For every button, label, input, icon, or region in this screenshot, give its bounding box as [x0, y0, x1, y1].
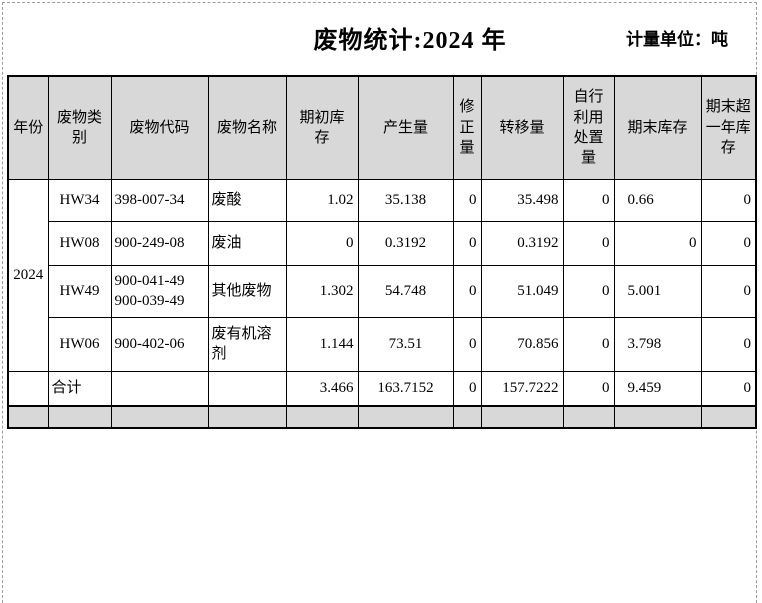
empty-cell: [700, 404, 757, 428]
header-begin-stock[interactable]: 期初库 存: [285, 75, 359, 180]
cell-name[interactable]: 废油: [207, 220, 287, 266]
cell-end-stock[interactable]: 3.798: [613, 316, 702, 372]
empty-cell: [452, 404, 482, 428]
empty-cell: [357, 404, 454, 428]
cell-end-stock[interactable]: 5.001: [613, 264, 702, 318]
cell-name[interactable]: 废有机溶 剂: [207, 316, 287, 372]
cell-self-disposal[interactable]: 0: [562, 370, 615, 406]
table-row: HW06 900-402-06 废有机溶 剂 1.144 73.51 0 70.…: [8, 316, 757, 372]
cell-code[interactable]: 900-249-08: [110, 220, 209, 266]
table-row: 2024 HW34 398-007-34 废酸 1.02 35.138 0 35…: [7, 178, 757, 372]
cell-year[interactable]: 2024: [7, 178, 49, 372]
cell-corrected[interactable]: 0: [452, 370, 482, 406]
header-corrected[interactable]: 修 正 量: [452, 75, 482, 180]
cell-produced[interactable]: 0.3192: [357, 220, 454, 266]
empty-cell: [613, 404, 702, 428]
empty-cell: [207, 404, 287, 428]
cell-self-disposal[interactable]: 0: [562, 220, 615, 266]
cell-category[interactable]: HW06: [47, 316, 112, 372]
waste-statistics-table: 年份 废物类 别 废物代码 废物名称 期初库 存 产生量 修 正 量 转移量 自…: [7, 75, 757, 429]
cell-produced[interactable]: 73.51: [357, 316, 454, 372]
table-row: HW08 900-249-08 废油 0 0.3192 0 0.3192 0 0…: [8, 220, 757, 266]
cell-produced[interactable]: 163.7152: [357, 370, 454, 406]
cell-transferred[interactable]: 0.3192: [480, 220, 564, 266]
header-self-disposal[interactable]: 自行 利用 处置 量: [562, 75, 615, 180]
cell-self-disposal[interactable]: 0: [562, 264, 615, 318]
cell-self-disposal[interactable]: 0: [562, 178, 615, 222]
cell-produced[interactable]: 35.138: [357, 178, 454, 222]
empty-cell: [7, 404, 49, 428]
cell-begin-stock[interactable]: 0: [285, 220, 359, 266]
cell-transferred[interactable]: 35.498: [480, 178, 564, 222]
clipped-gray-row: [7, 404, 757, 428]
header-over-year-stock[interactable]: 期末超 一年库 存: [700, 75, 757, 180]
cell-code[interactable]: [110, 370, 209, 406]
cell-end-stock[interactable]: 9.459: [613, 370, 702, 406]
cell-category[interactable]: HW49: [47, 264, 112, 318]
cell-over-year-stock[interactable]: 0: [700, 178, 757, 222]
header-produced[interactable]: 产生量: [357, 75, 454, 180]
header-row: 年份 废物类 别 废物代码 废物名称 期初库 存 产生量 修 正 量 转移量 自…: [7, 75, 757, 180]
empty-cell: [562, 404, 615, 428]
header-waste-name[interactable]: 废物名称: [207, 75, 287, 180]
cell-corrected[interactable]: 0: [452, 178, 482, 222]
cell-end-stock[interactable]: 0: [613, 220, 702, 266]
header-waste-code[interactable]: 废物代码: [110, 75, 209, 180]
cell-transferred[interactable]: 70.856: [480, 316, 564, 372]
page-title: 废物统计:2024 年: [313, 28, 507, 54]
cell-category[interactable]: HW34: [47, 178, 112, 222]
header-year[interactable]: 年份: [7, 75, 49, 180]
cell-begin-stock[interactable]: 1.144: [285, 316, 359, 372]
cell-year-empty[interactable]: [7, 370, 49, 406]
header-waste-category[interactable]: 废物类 别: [47, 75, 112, 180]
cell-begin-stock[interactable]: 3.466: [285, 370, 359, 406]
empty-cell: [110, 404, 209, 428]
cell-category[interactable]: HW08: [47, 220, 112, 266]
cell-corrected[interactable]: 0: [452, 264, 482, 318]
cell-self-disposal[interactable]: 0: [562, 316, 615, 372]
cell-begin-stock[interactable]: 1.302: [285, 264, 359, 318]
cell-corrected[interactable]: 0: [452, 220, 482, 266]
cell-code[interactable]: 398-007-34: [110, 178, 209, 222]
cell-produced[interactable]: 54.748: [357, 264, 454, 318]
cell-over-year-stock[interactable]: 0: [700, 316, 757, 372]
unit-label: 计量单位：吨: [626, 30, 728, 49]
cell-transferred[interactable]: 157.7222: [480, 370, 564, 406]
total-label-cell[interactable]: 合计: [47, 370, 112, 406]
cell-name[interactable]: 废酸: [207, 178, 287, 222]
cell-name[interactable]: 其他废物: [207, 264, 287, 318]
cell-over-year-stock[interactable]: 0: [700, 220, 757, 266]
total-row: 合计 3.466 163.7152 0 157.7222 0 9.459 0: [7, 370, 757, 406]
empty-cell: [285, 404, 359, 428]
cell-over-year-stock[interactable]: 0: [700, 370, 757, 406]
cell-corrected[interactable]: 0: [452, 316, 482, 372]
cell-begin-stock[interactable]: 1.02: [285, 178, 359, 222]
header-end-stock[interactable]: 期末库存: [613, 75, 702, 180]
cell-over-year-stock[interactable]: 0: [700, 264, 757, 318]
empty-cell: [480, 404, 564, 428]
cell-code[interactable]: 900-402-06: [110, 316, 209, 372]
empty-cell: [47, 404, 112, 428]
cell-code[interactable]: 900-041-49 900-039-49: [110, 264, 209, 318]
header-transferred[interactable]: 转移量: [480, 75, 564, 180]
table-row: HW49 900-041-49 900-039-49 其他废物 1.302 54…: [8, 264, 757, 318]
cell-transferred[interactable]: 51.049: [480, 264, 564, 318]
cell-end-stock[interactable]: 0.66: [613, 178, 702, 222]
cell-name[interactable]: [207, 370, 287, 406]
